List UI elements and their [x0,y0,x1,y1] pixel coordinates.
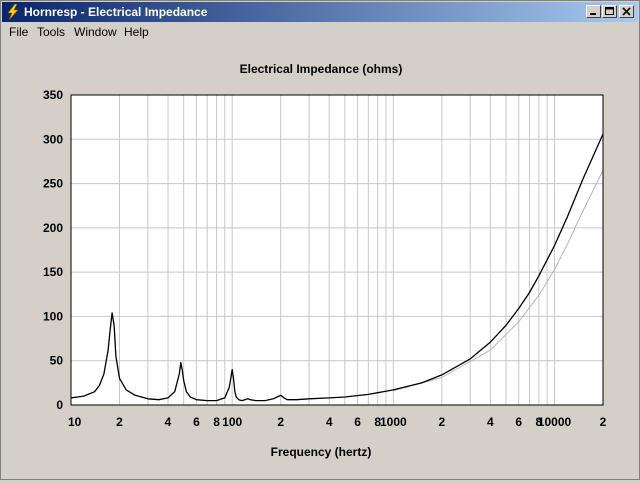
menu-bar: File Tools Window Help [2,22,638,42]
maximize-icon [605,7,614,15]
impedance-chart: Electrical Impedance (ohms) 0 50 100 150 200… [43,62,607,459]
x-tick-label: 10000 [538,415,572,429]
window-title: Hornresp - Electrical Impedance [24,5,208,19]
x-tick-label: 100 [222,415,242,429]
x-tick-label: 4 [487,415,494,429]
x-tick-label: 4 [326,415,333,429]
title-bar[interactable]: Hornresp - Electrical Impedance [2,2,638,22]
y-tick-label: 300 [43,132,63,146]
x-tick-label: 8 [374,415,381,429]
x-tick-label: 6 [515,415,522,429]
x-tick-label: 8 [213,415,220,429]
impedance-reference-line [393,170,604,392]
chart-area: Electrical Impedance (ohms) 0 50 100 150 200… [2,42,638,479]
series-layer [70,133,604,402]
x-tick-label: 8 [536,415,543,429]
x-tick-label: 2 [277,415,284,429]
y-tick-label: 250 [43,177,63,191]
close-button[interactable] [619,5,634,18]
minimize-icon [590,13,596,15]
minimize-button[interactable] [586,5,601,18]
x-tick-label: 2 [600,415,607,429]
x-tick-label: 2 [116,415,123,429]
x-tick-label: 10 [68,415,82,429]
y-tick-labels: 0 50 100 150 200 250 300 350 [43,88,63,412]
close-icon [622,7,631,16]
x-tick-label: 4 [165,415,172,429]
x-tick-label: 6 [193,415,200,429]
grid-lines [71,95,603,405]
chart-title: Electrical Impedance (ohms) [240,62,403,76]
impedance-series-line [70,133,604,402]
plot-background [71,95,603,405]
menu-file[interactable]: File [9,25,29,39]
y-tick-label: 200 [43,221,63,235]
x-tick-label: 2 [438,415,445,429]
lightning-bolt-icon [6,3,20,21]
menu-help[interactable]: Help [124,25,149,39]
maximize-button[interactable] [602,5,617,18]
y-tick-label: 50 [50,354,64,368]
menu-tools[interactable]: Tools [37,25,66,39]
y-tick-label: 150 [43,265,63,279]
menu-window[interactable]: Window [74,25,117,39]
plot-frame [70,94,604,406]
x-tick-label: 6 [354,415,361,429]
y-tick-label: 100 [43,309,63,323]
x-tick-label: 1000 [380,415,407,429]
x-axis-label: Frequency (hertz) [271,445,372,459]
y-tick-label: 350 [43,88,63,102]
y-tick-label: 0 [56,398,63,412]
